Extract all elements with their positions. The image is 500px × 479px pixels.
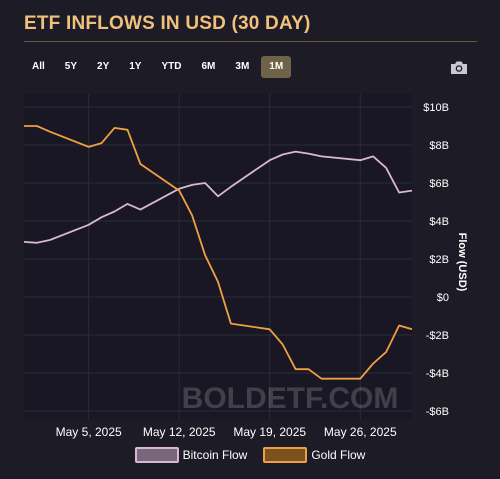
legend-label-gold: Gold Flow — [311, 448, 366, 462]
y-tick-label: $6B — [429, 178, 449, 190]
watermark: BOLDETF.COM — [182, 382, 399, 415]
range-button-2y[interactable]: 2Y — [97, 61, 110, 72]
y-tick-label: $4B — [429, 216, 449, 228]
title-divider — [24, 41, 477, 42]
range-button-ytd[interactable]: YTD — [161, 61, 182, 72]
range-button-6m[interactable]: 6M — [201, 61, 216, 72]
y-axis-label: Flow (USD) — [456, 233, 468, 292]
range-button-1y[interactable]: 1Y — [129, 61, 142, 72]
legend-item-bitcoin[interactable]: Bitcoin Flow — [134, 447, 248, 463]
camera-icon[interactable] — [450, 60, 468, 75]
y-tick-label: -$2B — [426, 330, 449, 342]
x-tick-label: May 5, 2025 — [56, 425, 122, 439]
x-tick-labels: May 5, 2025 May 12, 2025 May 19, 2025 May 2… — [56, 425, 397, 439]
y-tick-label: -$6B — [426, 406, 449, 418]
legend-swatch-gold — [263, 447, 308, 463]
x-tick-label: May 12, 2025 — [143, 425, 216, 439]
range-button-5y[interactable]: 5Y — [64, 61, 78, 72]
y-tick-label: -$4B — [426, 368, 449, 380]
range-button-1m[interactable]: 1M — [261, 56, 292, 78]
chart-title: ETF INFLOWS IN USD (30 DAY) — [24, 13, 311, 34]
grid-lines — [24, 94, 412, 419]
y-tick-label: $10B — [423, 102, 449, 114]
legend-item-gold[interactable]: Gold Flow — [263, 447, 365, 463]
watermark-text: BOLDETF.COM — [182, 382, 399, 415]
range-selector: All 5Y 2Y 1Y YTD 6M 3M 1M — [24, 56, 292, 78]
range-button-3m[interactable]: 3M — [235, 61, 250, 72]
gold-flow-line[interactable] — [24, 125, 413, 380]
series-layer — [23, 125, 413, 380]
legend: Bitcoin Flow Gold Flow — [0, 447, 500, 463]
x-tick-label: May 26, 2025 — [324, 425, 397, 439]
bitcoin-flow-line[interactable] — [23, 150, 413, 244]
legend-label-bitcoin: Bitcoin Flow — [182, 448, 248, 462]
plot-area — [24, 94, 412, 419]
legend-swatch-bitcoin — [134, 447, 179, 463]
x-tick-label: May 19, 2025 — [233, 425, 306, 439]
y-tick-labels: $10B $8B $6B $4B $2B $0 -$2B -$4B -$6B — [423, 102, 449, 418]
range-button-all[interactable]: All — [32, 61, 45, 72]
y-tick-label: $8B — [429, 140, 449, 152]
y-tick-label: $0 — [437, 292, 449, 304]
y-tick-label: $2B — [429, 254, 449, 266]
